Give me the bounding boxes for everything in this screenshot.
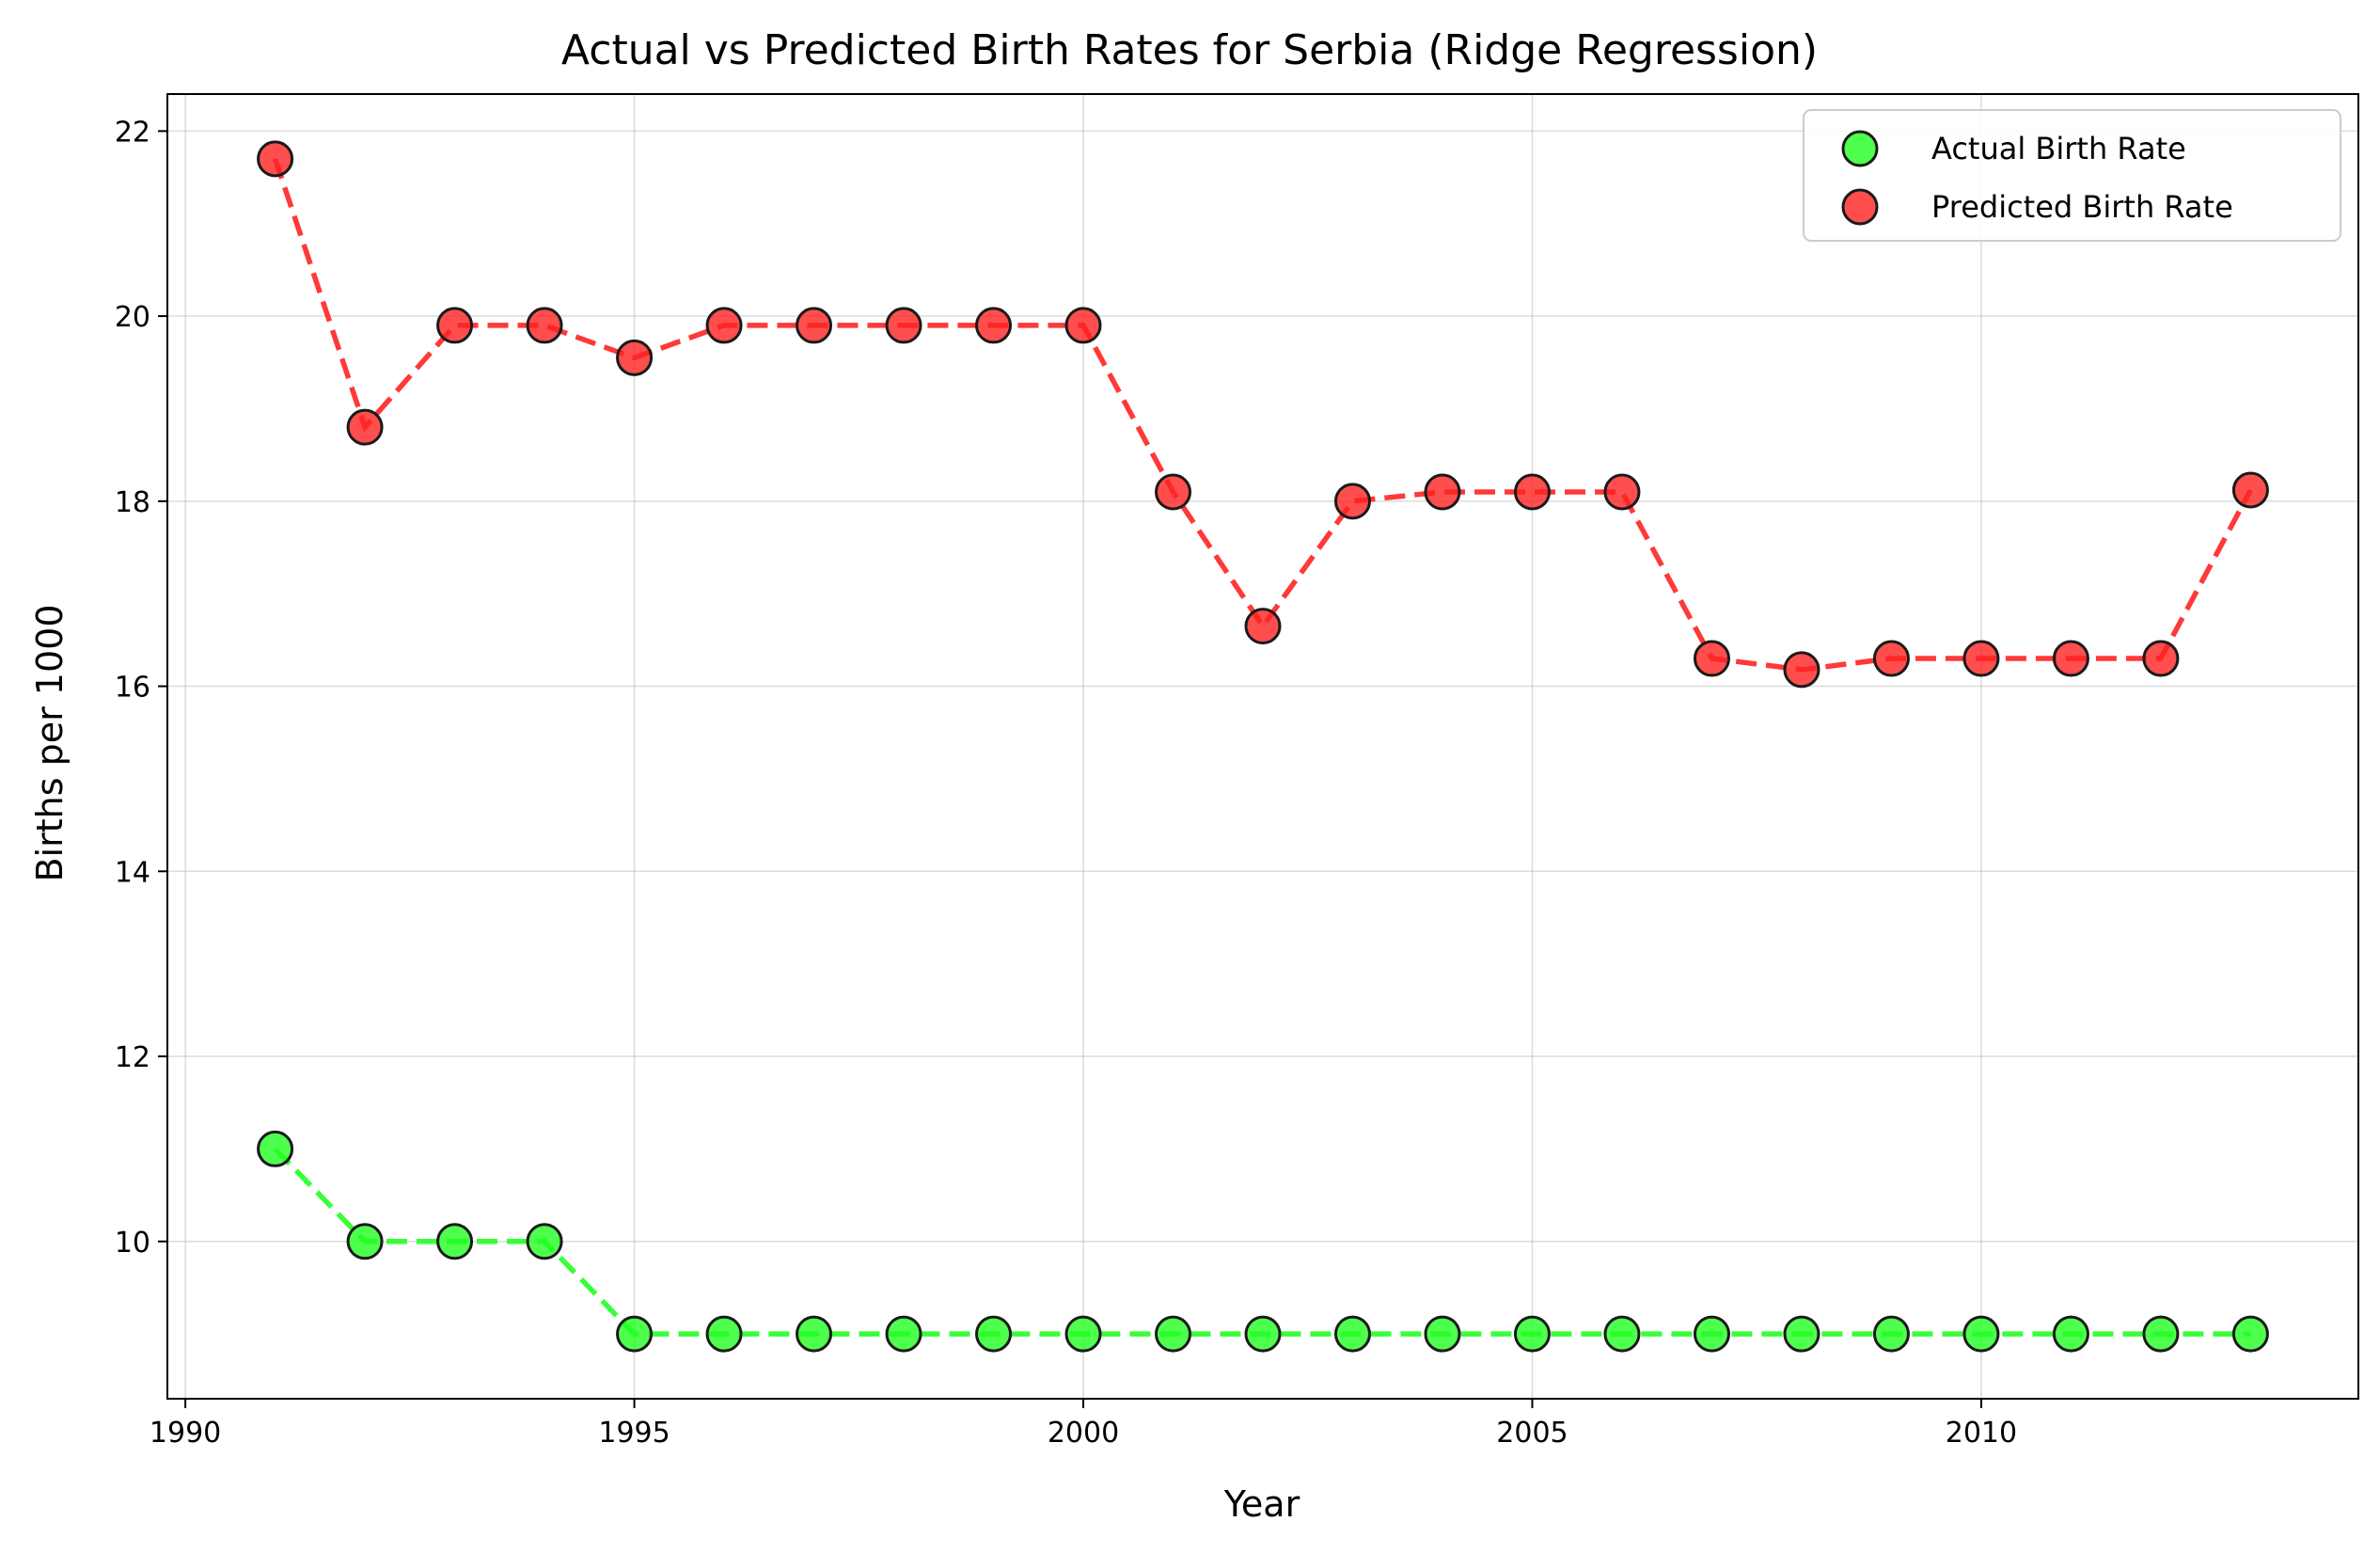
data-point [885,1315,922,1353]
data-point [1513,1315,1551,1353]
data-point [705,1315,743,1353]
x-tick-label: 1990 [150,1417,221,1450]
data-point [885,307,922,344]
x-axis-label: Year [1223,1483,1300,1525]
y-tick-label: 22 [115,116,150,149]
x-tick-label: 2010 [1946,1417,2017,1450]
data-point [1872,640,1910,677]
data-point [796,1315,833,1353]
plot-frame [166,93,2359,1400]
data-point [1603,1315,1641,1353]
data-point [796,307,833,344]
data-point [436,307,474,344]
data-point [1603,473,1641,511]
legend-marker [1841,188,1879,226]
legend: Actual Birth Rate Predicted Birth Rate [1803,109,2341,242]
chart-title: Actual vs Predicted Birth Rates for Serb… [561,26,1818,74]
data-point [2142,1315,2180,1353]
data-point [526,307,563,344]
x-tick-label: 1995 [598,1417,670,1450]
data-point [2231,471,2269,509]
series-points [257,140,2269,1353]
y-tick-label: 20 [115,301,150,334]
data-point [1333,1315,1371,1353]
data-point [526,1223,563,1260]
data-point [1783,1315,1820,1353]
data-point [975,307,1013,344]
data-point [705,307,743,344]
data-point [1244,1315,1282,1353]
x-tick-label: 2000 [1048,1417,1119,1450]
data-point [346,1223,384,1260]
data-point [257,140,294,178]
data-point [346,408,384,446]
data-point [2142,640,2180,677]
data-point [1513,473,1551,511]
legend-label: Predicted Birth Rate [1931,189,2233,225]
data-point [1872,1315,1910,1353]
legend-label: Actual Birth Rate [1931,131,2186,166]
data-point [975,1315,1013,1353]
legend-marker [1841,130,1879,167]
data-point [1424,473,1461,511]
data-point [1244,608,1282,645]
data-point [1064,1315,1102,1353]
data-point [2231,1315,2269,1353]
x-tick-label: 2005 [1496,1417,1568,1450]
data-point [1424,1315,1461,1353]
y-tick-label: 18 [115,486,150,519]
data-point [436,1223,474,1260]
data-point [257,1130,294,1167]
data-point [616,1315,654,1353]
data-point [616,339,654,376]
data-point [1064,307,1102,344]
y-axis-label: Births per 1000 [29,604,71,881]
data-point [2052,1315,2089,1353]
data-point [1693,1315,1730,1353]
data-point [1783,651,1820,689]
data-point [1962,640,2000,677]
data-point [1962,1315,2000,1353]
data-point [1155,473,1192,511]
legend-box [1803,109,2341,242]
data-point [2052,640,2089,677]
y-tick-label: 12 [115,1041,150,1074]
data-point [1155,1315,1192,1353]
data-point [1693,640,1730,677]
y-tick-label: 10 [115,1227,150,1260]
y-tick-label: 14 [115,856,150,889]
series-line-1 [272,158,2253,673]
data-point [1333,483,1371,520]
y-tick-label: 16 [115,672,150,705]
